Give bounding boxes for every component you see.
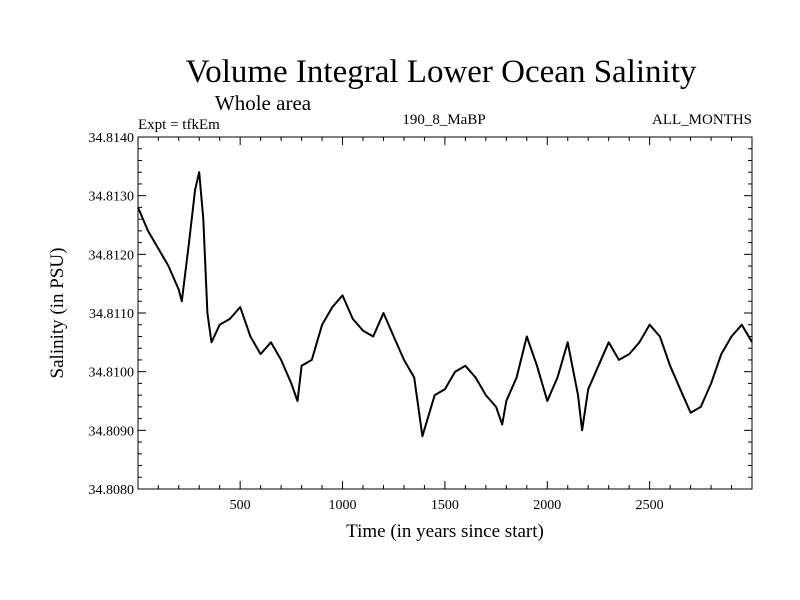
series-layer: [137, 171, 753, 438]
y-tick-label: 34.8140: [89, 131, 135, 146]
x-tick-label: 1000: [329, 498, 357, 513]
run-label: 190_8_MaBP: [402, 112, 485, 128]
axis-ticks: [138, 136, 752, 490]
y-tick-label: 34.8080: [89, 483, 135, 498]
x-axis-label: Time (in years since start): [346, 521, 544, 542]
chart-subtitle: Whole area: [215, 91, 312, 115]
y-axis-label: Salinity (in PSU): [47, 248, 68, 379]
x-tick-label: 500: [230, 498, 251, 513]
plot-frame: [137, 136, 753, 490]
y-tick-label: 34.8090: [89, 424, 135, 439]
series-line: [137, 171, 753, 438]
x-tick-label: 2000: [533, 498, 561, 513]
y-tick-labels: 34.8080 34.8090 34.8100 34.8110 34.8120 34.81…: [89, 131, 135, 498]
y-tick-label: 34.8100: [89, 366, 135, 381]
x-tick-label: 1500: [431, 498, 459, 513]
experiment-label: Expt = tfkEm: [138, 117, 220, 133]
chart-title: Volume Integral Lower Ocean Salinity: [186, 54, 697, 90]
x-tick-label: 2500: [636, 498, 664, 513]
y-tick-label: 34.8120: [89, 248, 135, 263]
y-tick-label: 34.8110: [89, 307, 134, 322]
period-label: ALL_MONTHS: [652, 112, 752, 128]
y-tick-label: 34.8130: [89, 190, 135, 205]
x-tick-labels: 500 1000 1500 2000 2500: [230, 498, 664, 513]
